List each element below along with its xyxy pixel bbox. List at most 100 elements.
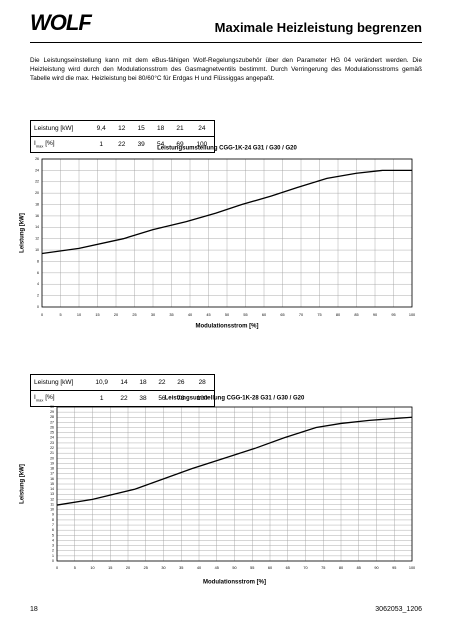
- x-tick-label: 35: [179, 566, 183, 570]
- table-cell: 38: [133, 390, 153, 407]
- x-tick-label: 50: [225, 313, 229, 317]
- plot-frame: [41, 158, 413, 308]
- x-axis-label: Modulationsstrom [%]: [203, 580, 266, 586]
- data-table: Leistung [kW] 9,4 12 15 18 21 24 Imax [%] 1 22 39 5…: [30, 120, 215, 153]
- x-tick-label: 75: [317, 313, 321, 317]
- y-tick-label: 6: [37, 271, 39, 275]
- row-label: Imax [%]: [30, 390, 89, 407]
- row-label: Leistung [kW]: [30, 374, 89, 391]
- plot-frame: [56, 406, 413, 562]
- y-tick-label: 24: [50, 436, 54, 440]
- x-tick-label: 45: [206, 313, 210, 317]
- page-title: Maximale Heizleistung begrenzen: [214, 20, 422, 35]
- page-number: 18: [30, 606, 38, 613]
- y-tick-label: 22: [35, 180, 39, 184]
- x-tick-label: 100: [409, 566, 415, 570]
- table-cell: 100: [189, 136, 215, 153]
- y-tick-label: 4: [52, 538, 54, 542]
- y-tick-label: 7: [52, 523, 54, 527]
- label-text: I: [34, 394, 36, 402]
- y-tick-label: 2: [37, 294, 39, 298]
- y-tick-label: 14: [50, 487, 54, 491]
- y-tick-label: 27: [50, 420, 54, 424]
- x-tick-label: 90: [374, 566, 378, 570]
- x-tick-label: 35: [169, 313, 173, 317]
- chart-title: Leistungsumstellung CGG-1K-28 G31 / G30 …: [165, 396, 305, 402]
- x-tick-label: 40: [197, 566, 201, 570]
- x-tick-label: 50: [232, 566, 236, 570]
- table-cell: 100: [190, 390, 215, 407]
- x-tick-label: 90: [373, 313, 377, 317]
- line-series: [41, 169, 412, 255]
- rule: [30, 42, 422, 43]
- label-text: Leistung [kW]: [34, 125, 74, 132]
- y-tick-label: 13: [50, 492, 54, 496]
- y-tick-label: 29: [50, 410, 54, 414]
- intro: Die Leistungseinstellung kann mit dem eB…: [30, 57, 422, 82]
- table-cell: 69: [170, 136, 190, 153]
- y-tick-label: 1: [52, 554, 54, 558]
- x-axis-label: Modulationsstrom [%]: [196, 324, 259, 330]
- y-tick-label: 12: [50, 497, 54, 501]
- label-unit: [%]: [45, 394, 55, 402]
- y-tick-label: 16: [50, 477, 54, 481]
- y-tick-label: 0: [52, 559, 54, 563]
- y-tick-label: 10: [50, 508, 54, 512]
- x-tick-label: 100: [409, 313, 415, 317]
- table-cell: 18: [133, 374, 153, 391]
- x-tick-label: 5: [59, 313, 61, 317]
- x-tick-label: 55: [243, 313, 247, 317]
- y-tick-label: 23: [50, 441, 54, 445]
- x-tick-label: 85: [357, 566, 361, 570]
- table-cell: 14: [114, 374, 134, 391]
- x-tick-label: 15: [108, 566, 112, 570]
- y-tick-label: 12: [35, 237, 39, 241]
- x-tick-label: 20: [126, 566, 130, 570]
- y-tick-label: 20: [35, 191, 39, 195]
- y-tick-label: 22: [50, 446, 54, 450]
- y-tick-label: 26: [50, 425, 54, 429]
- y-tick-label: 28: [50, 415, 54, 419]
- y-tick-label: 18: [50, 467, 54, 471]
- table-cell: 1: [88, 390, 115, 407]
- table-cell: 21: [170, 120, 190, 137]
- logo: WOLF: [30, 10, 92, 35]
- table-cell: 1: [90, 136, 113, 153]
- x-tick-label: 60: [268, 566, 272, 570]
- y-tick-label: 3: [52, 544, 54, 548]
- y-tick-label: 21: [50, 451, 54, 455]
- data-table: Leistung [kW] 10,9 14 18 22 26 28 Imax [%] 1 22 38…: [30, 374, 215, 407]
- y-tick-label: 18: [35, 202, 39, 206]
- y-axis-label: Leistung [kW]: [20, 213, 26, 253]
- y-axis-label: Leistung [kW]: [20, 464, 26, 504]
- x-tick-label: 40: [188, 313, 192, 317]
- x-tick-label: 80: [336, 313, 340, 317]
- doc-number: 3062053_1206: [375, 606, 422, 613]
- table-cell: 22: [114, 390, 134, 407]
- table-cell: 10,9: [88, 374, 115, 391]
- y-tick-label: 8: [52, 518, 54, 522]
- table-cell: 22: [152, 374, 172, 391]
- y-tick-label: 11: [50, 502, 54, 506]
- y-tick-label: 4: [37, 282, 39, 286]
- x-tick-label: 75: [321, 566, 325, 570]
- line-series: [56, 416, 413, 506]
- table-cell: 26: [171, 374, 191, 391]
- x-tick-label: 25: [144, 566, 148, 570]
- y-tick-label: 14: [35, 225, 39, 229]
- y-tick-label: 17: [50, 472, 54, 476]
- table-cell: 54: [150, 136, 171, 153]
- table-cell: 28: [190, 374, 215, 391]
- x-tick-label: 95: [391, 313, 395, 317]
- y-tick-label: 26: [35, 157, 39, 161]
- table-cell: 9,4: [90, 120, 113, 137]
- x-tick-label: 0: [41, 313, 43, 317]
- x-tick-label: 45: [215, 566, 219, 570]
- y-tick-label: 6: [52, 528, 54, 532]
- table-row: Leistung [kW] 10,9 14 18 22 26 28: [30, 374, 215, 391]
- table-cell: 73: [171, 390, 191, 407]
- y-tick-label: 0: [37, 305, 39, 309]
- y-tick-label: 19: [50, 461, 54, 465]
- x-tick-label: 70: [299, 313, 303, 317]
- x-tick-label: 30: [161, 566, 165, 570]
